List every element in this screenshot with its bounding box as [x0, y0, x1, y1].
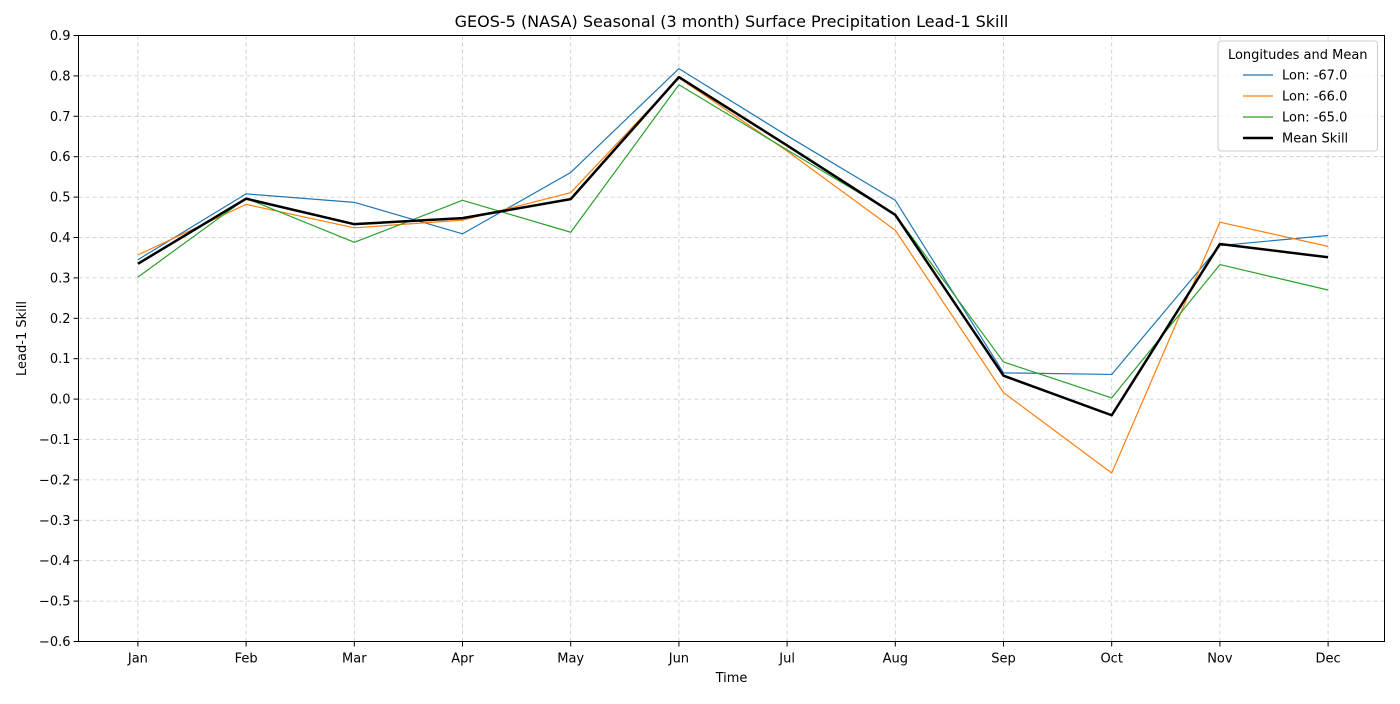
- axis-ticks: Jan Feb Mar Apr May Jun Jul Aug Sep Oct Nov Dec −0.6…: [39, 29, 1341, 667]
- legend: Longitudes and Mean Lon: -67.0 Lon: -66.0 L…: [1217, 40, 1378, 152]
- y-tick-label: 0.9: [50, 29, 71, 44]
- legend-entry-label: Mean Skill: [1282, 132, 1348, 147]
- y-tick-label: 0.8: [50, 69, 71, 84]
- chart-title: GEOS-5 (NASA) Seasonal (3 month) Surface…: [455, 12, 1009, 31]
- series-line: [137, 68, 1329, 376]
- y-tick-label: 0.6: [50, 150, 71, 165]
- x-tick-label: May: [557, 652, 584, 667]
- y-tick-label: −0.3: [39, 514, 71, 529]
- y-tick-label: 0.1: [50, 352, 71, 367]
- y-tick-label: 0.2: [50, 312, 71, 327]
- x-tick-label: Sep: [991, 652, 1016, 667]
- series-line: [137, 75, 1329, 417]
- series-lines: [137, 68, 1329, 474]
- grid-lines: [78, 35, 1385, 642]
- y-tick-label: 0.7: [50, 110, 71, 125]
- y-tick-label: 0.0: [50, 393, 71, 408]
- legend-title: Longitudes and Mean: [1228, 48, 1368, 63]
- legend-entry-label: Lon: -66.0: [1282, 90, 1347, 105]
- plot-area-frame: [78, 35, 1385, 642]
- y-tick-label: −0.2: [39, 473, 71, 488]
- y-tick-label: −0.1: [39, 433, 71, 448]
- x-tick-label: Nov: [1207, 652, 1233, 667]
- y-tick-label: −0.5: [39, 595, 71, 610]
- x-tick-label: Dec: [1316, 652, 1341, 667]
- y-tick-label: 0.3: [50, 271, 71, 286]
- x-tick-label: Apr: [451, 652, 474, 667]
- y-axis-label: Lead-1 Skill: [15, 301, 30, 376]
- y-tick-label: 0.4: [50, 231, 71, 246]
- legend-box: [1217, 40, 1378, 152]
- series-line: [137, 84, 1329, 399]
- x-tick-label: Aug: [883, 652, 908, 667]
- x-tick-label: Mar: [342, 652, 367, 667]
- series-line: [137, 77, 1329, 474]
- y-tick-label: −0.6: [39, 635, 71, 650]
- y-tick-label: −0.4: [39, 554, 71, 569]
- y-tick-label: 0.5: [50, 191, 71, 206]
- x-tick-label: Jul: [778, 652, 795, 667]
- x-tick-label: Feb: [235, 652, 258, 667]
- legend-entry-label: Lon: -65.0: [1282, 111, 1347, 126]
- x-tick-label: Jun: [668, 652, 689, 667]
- x-tick-label: Jan: [127, 652, 148, 667]
- legend-entry-label: Lon: -67.0: [1282, 69, 1347, 84]
- x-axis-label: Time: [715, 671, 748, 686]
- x-tick-label: Oct: [1100, 652, 1122, 667]
